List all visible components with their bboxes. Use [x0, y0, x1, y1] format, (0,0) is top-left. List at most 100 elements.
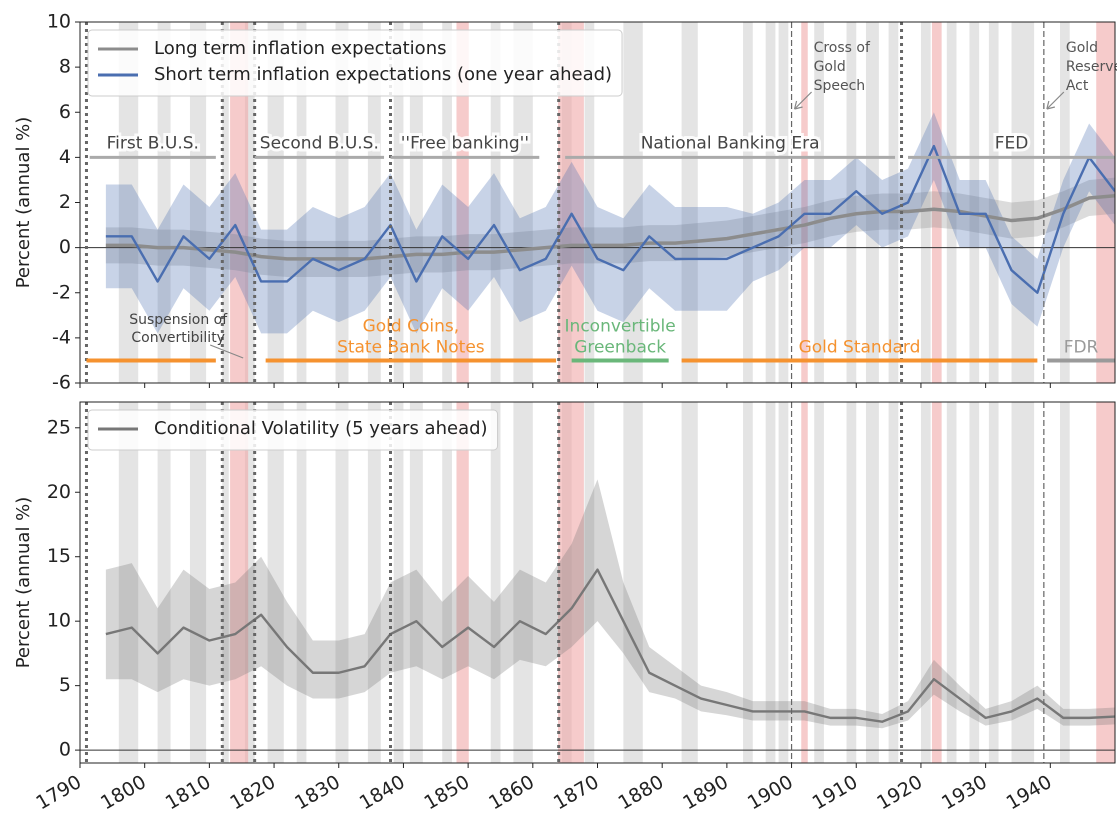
- standard-label: FDR: [1064, 337, 1099, 357]
- war-band: [1096, 402, 1115, 763]
- war-band: [230, 22, 249, 383]
- recession-band: [393, 402, 404, 763]
- recession-band: [244, 402, 255, 763]
- confidence-band: [105, 479, 1115, 729]
- y-tick-label: -6: [52, 372, 71, 394]
- recession-band: [888, 22, 899, 383]
- recession-band: [296, 22, 307, 383]
- recession-band: [490, 402, 501, 763]
- war-band: [931, 22, 942, 383]
- recession-band: [865, 402, 879, 763]
- x-tick-label: 1940: [1003, 771, 1056, 814]
- legend-label: Conditional Volatility (5 years ahead): [154, 418, 488, 439]
- event-arrow-head: [1046, 100, 1055, 110]
- recession-band: [1060, 402, 1070, 763]
- series-line: [105, 193, 1115, 261]
- x-tick-label: 1890: [679, 771, 732, 814]
- era-label: Second B.U.S.: [260, 133, 379, 153]
- x-tick-label: 1900: [744, 771, 797, 814]
- x-tick-label: 1840: [356, 771, 409, 814]
- recession-band: [490, 22, 501, 383]
- recession-band: [118, 22, 139, 383]
- standard-label: Gold Standard: [799, 337, 921, 357]
- x-tick-label: 1930: [938, 771, 991, 814]
- y-tick-label: 10: [47, 610, 71, 632]
- recession-band: [765, 22, 776, 383]
- y-tick-label: -2: [52, 281, 71, 303]
- recession-band: [988, 402, 999, 763]
- x-tick-label: 1880: [615, 771, 668, 814]
- plot-area: [80, 402, 1115, 763]
- recession-band: [222, 22, 229, 383]
- recession-band: [393, 22, 404, 383]
- y-tick-label: 25: [47, 416, 71, 438]
- recession-band: [814, 22, 824, 383]
- recession-band: [988, 22, 999, 383]
- recession-band: [513, 22, 533, 383]
- x-tick-label: 1910: [809, 771, 862, 814]
- recession-band: [222, 402, 229, 763]
- y-tick-label: 4: [59, 146, 71, 168]
- y-tick-label: 15: [47, 545, 71, 567]
- recession-band: [946, 402, 957, 763]
- y-axis-label: Percent (annual %): [13, 497, 34, 669]
- recession-band: [846, 22, 857, 383]
- era-label: First B.U.S.: [107, 133, 199, 153]
- recession-band: [1011, 402, 1035, 763]
- recession-band: [513, 402, 533, 763]
- recession-band: [442, 22, 452, 383]
- recession-band: [814, 402, 824, 763]
- x-tick-label: 1800: [97, 771, 150, 814]
- recession-band: [584, 22, 595, 383]
- event-label: Reserve: [1066, 59, 1117, 75]
- recession-band: [157, 22, 171, 383]
- y-axis-label: Percent (annual %): [13, 117, 34, 289]
- x-tick-label: 1790: [32, 771, 85, 814]
- plot-area: [80, 22, 1115, 383]
- y-tick-label: 20: [47, 481, 71, 503]
- recession-band: [335, 22, 349, 383]
- annotation-arrow: [209, 344, 244, 359]
- recession-band: [969, 402, 980, 763]
- confidence-band: [105, 112, 1115, 334]
- recession-band: [1011, 22, 1035, 383]
- recession-band: [765, 402, 776, 763]
- legend: Long term inflation expectations Short te…: [87, 29, 623, 97]
- recession-band: [267, 22, 284, 383]
- recession-band: [920, 22, 931, 383]
- x-tick-label: 1920: [873, 771, 926, 814]
- recession-band: [778, 402, 789, 763]
- x-tick-label: 1860: [485, 771, 538, 814]
- recession-band: [189, 402, 207, 763]
- standard-label: Inconvertible: [565, 316, 676, 336]
- recession-band: [244, 22, 255, 383]
- recession-band: [367, 402, 381, 763]
- standard-label: State Bank Notes: [337, 337, 485, 357]
- war-band: [801, 402, 808, 763]
- x-tick-label: 1870: [550, 771, 603, 814]
- legend-box: [87, 29, 623, 97]
- recession-band: [888, 402, 899, 763]
- war-band: [230, 402, 249, 763]
- legend-label: Short term inflation expectations (one y…: [154, 64, 612, 85]
- y-tick-label: 2: [59, 191, 71, 213]
- recession-band: [409, 402, 423, 763]
- event-arrow-head: [793, 100, 803, 110]
- event-label: Act: [1066, 78, 1089, 94]
- y-tick-label: 0: [59, 236, 71, 258]
- event-label: Cross of: [814, 40, 871, 56]
- recession-band: [623, 22, 643, 383]
- y-tick-label: 5: [59, 674, 71, 696]
- y-tick-label: -4: [52, 326, 71, 348]
- standard-label: Gold Coins,: [363, 316, 460, 336]
- war-band: [801, 22, 808, 383]
- recession-band: [296, 402, 307, 763]
- confidence-band: [105, 177, 1115, 277]
- recession-band: [681, 22, 698, 383]
- event-arrow: [794, 91, 812, 110]
- war-band: [558, 402, 584, 763]
- legend: Conditional Volatility (5 years ahead): [87, 409, 499, 451]
- recession-band: [865, 22, 879, 383]
- recession-band: [267, 402, 284, 763]
- series-line: [105, 568, 1115, 723]
